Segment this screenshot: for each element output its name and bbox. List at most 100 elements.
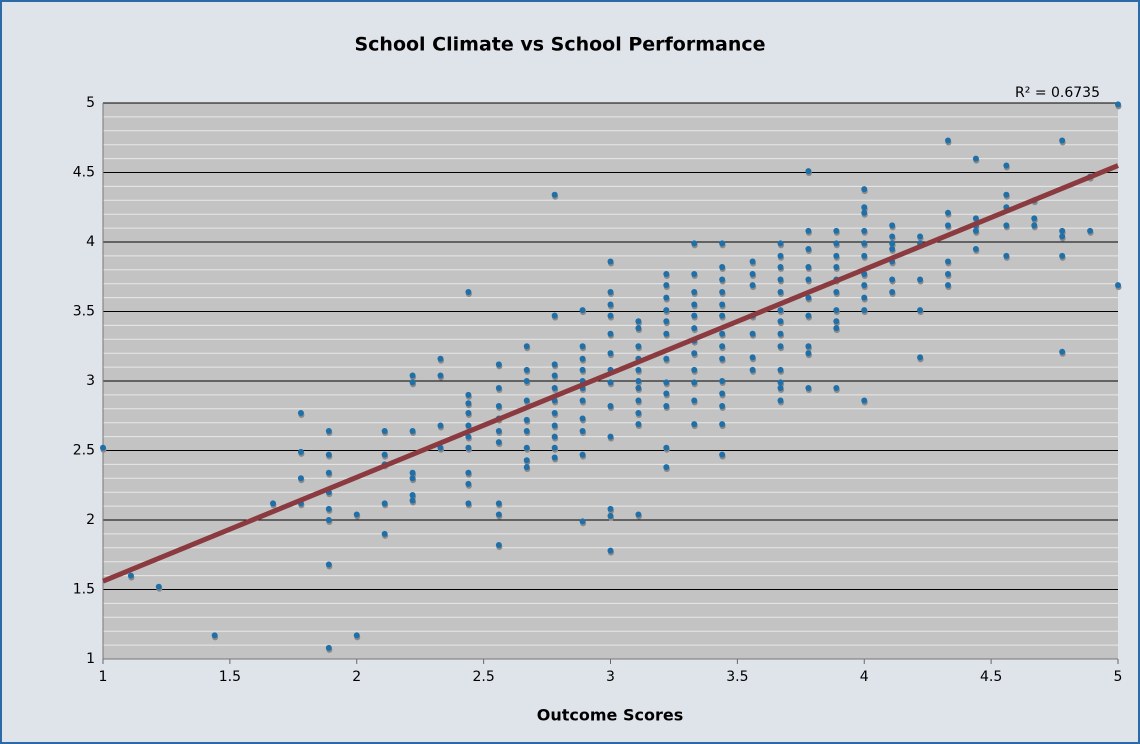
point — [972, 155, 979, 162]
point — [325, 505, 332, 512]
point — [465, 433, 472, 440]
x-tick-label: 1 — [99, 669, 108, 685]
point — [719, 330, 726, 337]
point — [889, 276, 896, 283]
point — [777, 289, 784, 296]
point — [495, 361, 502, 368]
point — [691, 240, 698, 247]
point — [861, 282, 868, 289]
point — [211, 632, 218, 639]
r-squared: R² = 0.6735 — [1015, 85, 1100, 101]
point — [749, 258, 756, 265]
point — [495, 511, 502, 518]
point — [861, 294, 868, 301]
point — [777, 330, 784, 337]
point — [719, 355, 726, 362]
point — [719, 240, 726, 247]
point — [691, 325, 698, 332]
point — [465, 500, 472, 507]
point — [607, 258, 614, 265]
point — [777, 318, 784, 325]
point — [1115, 282, 1121, 289]
point — [861, 240, 868, 247]
point — [719, 378, 726, 384]
point — [635, 409, 642, 416]
point — [691, 301, 698, 308]
point — [1115, 101, 1121, 108]
point — [663, 464, 670, 471]
point — [1059, 233, 1066, 240]
point — [325, 561, 332, 568]
point — [861, 204, 868, 211]
point — [607, 433, 614, 440]
point — [551, 384, 558, 391]
y-tick-label: 4.5 — [73, 165, 95, 181]
x-tick-label: 4 — [860, 669, 869, 685]
point — [944, 209, 951, 216]
point — [607, 350, 614, 357]
point — [523, 397, 530, 404]
point — [691, 289, 698, 296]
y-tick-label: 5 — [86, 95, 95, 111]
point — [889, 222, 896, 229]
point — [325, 428, 332, 435]
point — [409, 497, 416, 504]
point — [523, 343, 530, 350]
point — [579, 366, 586, 373]
point — [777, 264, 784, 271]
point — [551, 433, 558, 440]
point — [607, 379, 614, 386]
point — [917, 354, 924, 361]
point — [805, 350, 812, 357]
point — [607, 312, 614, 319]
y-tick-label: 3.5 — [73, 304, 95, 320]
point — [523, 416, 530, 423]
point — [635, 378, 642, 384]
point — [663, 270, 670, 277]
point — [409, 491, 416, 498]
point — [325, 469, 332, 476]
point — [719, 289, 726, 296]
point — [495, 384, 502, 391]
x-tick-label: 3.5 — [726, 669, 748, 685]
point — [663, 318, 670, 325]
point — [691, 270, 698, 277]
point — [805, 384, 812, 391]
point — [579, 415, 586, 422]
point — [663, 294, 670, 301]
point — [719, 390, 726, 397]
y-tick-label: 3 — [86, 373, 95, 389]
point — [944, 258, 951, 265]
point — [861, 227, 868, 234]
point — [523, 428, 530, 435]
point — [917, 233, 924, 240]
point — [691, 350, 698, 357]
point — [805, 227, 812, 234]
point — [1059, 227, 1066, 234]
point — [155, 583, 162, 590]
point — [100, 444, 106, 451]
point — [579, 343, 586, 350]
point — [297, 409, 304, 416]
point — [1003, 222, 1010, 229]
point — [495, 439, 502, 446]
point — [437, 372, 444, 379]
point — [551, 444, 558, 451]
y-tick-label: 4 — [86, 234, 95, 250]
point — [972, 227, 979, 234]
point — [663, 379, 670, 386]
x-tick-label: 4.5 — [980, 669, 1002, 685]
point — [437, 355, 444, 362]
point — [465, 469, 472, 476]
point — [833, 227, 840, 234]
point — [579, 307, 586, 314]
point — [495, 542, 502, 549]
point — [297, 448, 304, 455]
point — [551, 312, 558, 319]
point — [551, 454, 558, 461]
point — [1059, 252, 1066, 259]
point — [297, 475, 304, 482]
point — [635, 318, 642, 325]
point — [579, 397, 586, 404]
point — [805, 343, 812, 350]
